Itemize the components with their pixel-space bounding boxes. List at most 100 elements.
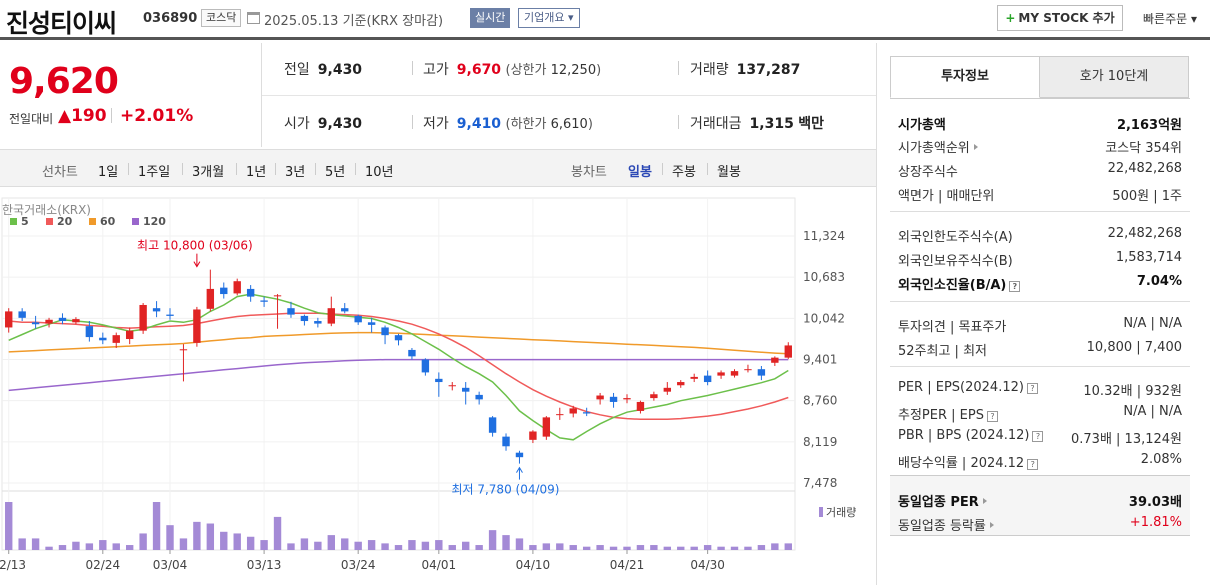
chart-frame <box>2 198 795 550</box>
ma-legend-label: 120 <box>143 215 166 228</box>
volume-bar <box>287 543 294 550</box>
row-per: PER | EPS(2024.12)? 10.32배 | 932원 <box>898 380 1182 400</box>
candle-body <box>650 394 657 398</box>
volume-bar <box>18 538 25 550</box>
base-date: 2025.05.13 기준(KRX 장마감) <box>264 10 443 29</box>
row-sector-per[interactable]: 동일업종 PER 39.03배 <box>898 491 1182 511</box>
x-tick-label: 04/21 <box>610 558 645 572</box>
candle-body <box>287 308 294 314</box>
row-market-cap-rank[interactable]: 시가총액순위 코스닥 354위 <box>898 137 1182 157</box>
tab-5y[interactable]: 5년 <box>325 161 345 180</box>
candle-body <box>139 305 146 331</box>
candle-body <box>113 335 120 343</box>
realtime-button[interactable]: 실시간 <box>470 8 510 28</box>
upper-limit: (상한가 12,250) <box>506 63 602 78</box>
ma-legend-swatch <box>10 218 17 225</box>
tab-10y[interactable]: 10년 <box>365 161 394 180</box>
tab-3m[interactable]: 3개월 <box>192 161 224 180</box>
candle-body <box>771 358 778 363</box>
tab-1y[interactable]: 1년 <box>246 161 266 180</box>
stock-header: 진성티이씨 036890 코스닥 2025.05.13 기준(KRX 장마감) … <box>0 0 1210 40</box>
row-sector-rate[interactable]: 동일업종 등락률 +1.81% <box>898 515 1182 535</box>
candle-chart[interactable]: 11,324 10,683 10,042 9,401 8,760 8,119 7,478 02… <box>0 188 876 585</box>
candle-body <box>758 369 765 375</box>
arrow-right-icon <box>990 522 994 528</box>
volume-bar <box>234 533 241 550</box>
volume-bar <box>381 543 388 550</box>
tab-invest-info[interactable]: 투자정보 <box>890 56 1040 98</box>
candle-body <box>220 288 227 294</box>
ma-legend-label: 20 <box>57 215 73 228</box>
tab-daily[interactable]: 일봉 <box>628 161 652 180</box>
candle-body <box>328 308 335 323</box>
row-pbr: PBR | BPS (2024.12)? 0.73배 | 13,124원 <box>898 428 1182 448</box>
ma-legend-swatch <box>46 218 53 225</box>
quote-label: 저가 <box>423 116 449 132</box>
volume-bar <box>664 547 671 550</box>
volume-bar <box>126 545 133 550</box>
volume-bar <box>785 543 792 550</box>
ma120-line <box>9 360 789 391</box>
candle-body <box>153 308 160 311</box>
candle-body <box>516 453 523 457</box>
candle-body <box>449 385 456 386</box>
volume-bar <box>449 545 456 550</box>
tab-weekly[interactable]: 주봉 <box>672 161 696 180</box>
quote-value: 9,430 <box>318 116 362 132</box>
volume-bar <box>113 543 120 550</box>
candle-body <box>72 319 79 322</box>
candle-body <box>717 372 724 375</box>
volume-bar <box>32 538 39 550</box>
my-stock-add-button[interactable]: + MY STOCK 추가 <box>997 5 1123 31</box>
candle-body <box>99 338 106 341</box>
row-est-per: 추정PER | EPS? N/A | N/A <box>898 404 1182 424</box>
volume-bar <box>193 522 200 550</box>
quote-label: 전일 <box>284 62 310 78</box>
divider <box>890 301 1190 302</box>
tab-3y[interactable]: 3년 <box>285 161 305 180</box>
tab-monthly[interactable]: 월봉 <box>717 161 741 180</box>
x-tick-label: 03/24 <box>341 558 376 572</box>
volume-bar <box>475 545 482 550</box>
volume-bar <box>502 535 509 550</box>
volume-legend-swatch <box>819 507 823 517</box>
change-percent: +2.01% <box>120 106 193 126</box>
quote-volume: 거래량 137,287 <box>690 59 800 79</box>
tab-1d[interactable]: 1일 <box>98 161 118 180</box>
tab-1w[interactable]: 1주일 <box>138 161 170 180</box>
y-tick-label: 9,401 <box>803 353 837 367</box>
candle-body <box>583 412 590 413</box>
volume-bar <box>758 545 765 550</box>
lower-limit: (하한가 6,610) <box>506 117 593 132</box>
invest-info-panel: 호가 10단계 투자정보 시가총액 2,163억원 시가총액순위 코스닥 354위 … <box>876 43 1210 585</box>
volume-bar <box>583 547 590 550</box>
help-icon: ? <box>1009 281 1020 292</box>
volume-bar <box>86 543 93 550</box>
row-par-value: 액면가 | 매매단위 500원 | 1주 <box>898 185 1182 205</box>
volume-bar <box>731 547 738 550</box>
candle-body <box>408 350 415 356</box>
candle-body <box>610 397 617 402</box>
volume-bar <box>677 547 684 550</box>
volume-bar <box>59 545 66 550</box>
volume-bar <box>704 545 711 550</box>
quote-high: 고가 9,670 (상한가 12,250) <box>423 59 601 79</box>
volume-bar <box>462 542 469 550</box>
volume-bar <box>744 547 751 550</box>
company-overview-button[interactable]: 기업개요 ▾ <box>518 8 580 28</box>
low-annotation: 최저 7,780 (04/09) <box>451 483 559 497</box>
candle-body <box>368 322 375 325</box>
candle-body <box>180 349 187 350</box>
quote-unit: 백만 <box>798 116 824 132</box>
quick-order-button[interactable]: 빠른주문 ▾ <box>1143 10 1197 27</box>
arrow-right-icon <box>983 498 987 504</box>
tab-orderbook[interactable]: 호가 10단계 <box>1039 56 1189 98</box>
divider <box>678 61 679 75</box>
divider <box>262 95 876 96</box>
volume-bar <box>623 547 630 550</box>
quote-value: 137,287 <box>737 62 801 78</box>
row-market-cap: 시가총액 2,163억원 <box>898 114 1182 134</box>
y-tick-label: 8,760 <box>803 394 837 408</box>
volume-bar <box>717 547 724 550</box>
candle-body <box>556 414 563 415</box>
